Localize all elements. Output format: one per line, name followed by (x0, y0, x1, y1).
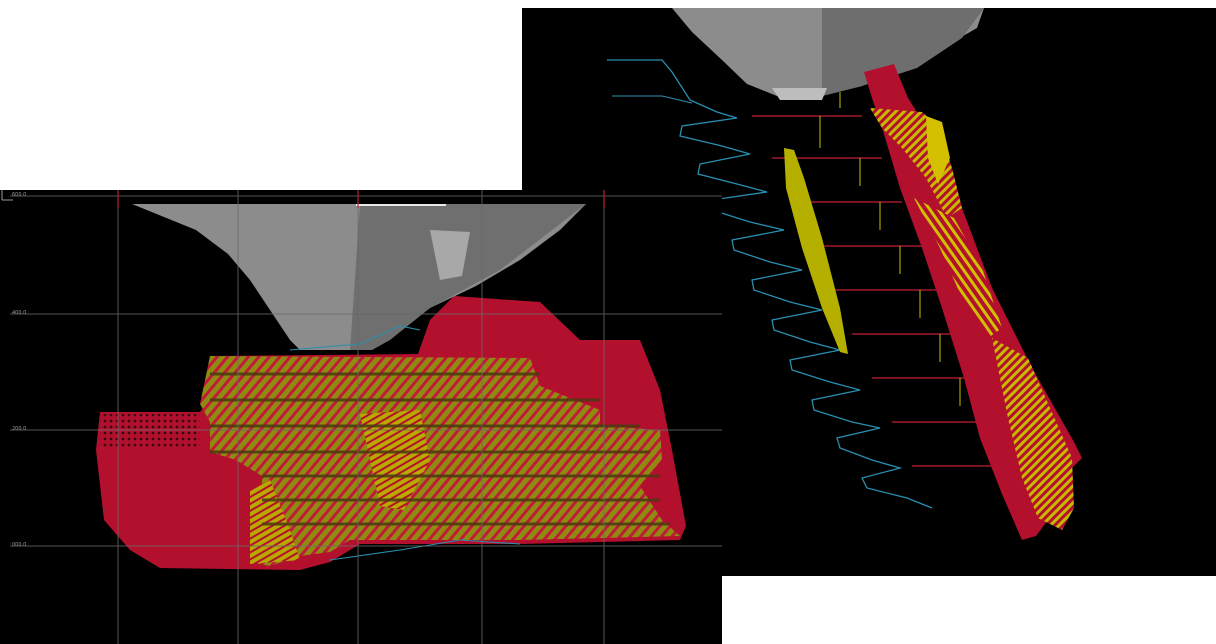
grid-lines (10, 190, 722, 644)
axis-orientation-icon (1, 190, 13, 201)
grid-top-markers (117, 190, 605, 208)
oblique-scene (607, 8, 1082, 540)
drillhole-trace (289, 325, 521, 561)
pit-bottom (772, 88, 827, 100)
ore-lens (784, 148, 848, 354)
ore-highlight (926, 116, 950, 184)
stope-envelope-dotted (100, 414, 200, 448)
elevation-label: 600.0 (12, 192, 27, 198)
elevation-label: 000.0 (12, 542, 27, 548)
ore-block-mid (360, 410, 430, 510)
pit-rim-white (356, 204, 446, 206)
long-section-view[interactable]: 600.0 400.0 200.0 000.0 (0, 190, 722, 644)
stope-hatch-mid (914, 198, 1002, 338)
drillhole-trace (607, 59, 933, 509)
drillhole-trace-2 (612, 95, 693, 104)
bench-lines (210, 372, 670, 526)
ore-block (200, 356, 680, 566)
pit-shell-shade (822, 8, 984, 96)
elevation-label: 400.0 (12, 310, 27, 316)
pit-shell-light (430, 230, 470, 280)
stope-hatch-lower (992, 338, 1074, 530)
elevation-label: 200.0 (12, 426, 27, 432)
level-ticks-yellow (819, 92, 961, 406)
long-section-scene (10, 190, 722, 644)
